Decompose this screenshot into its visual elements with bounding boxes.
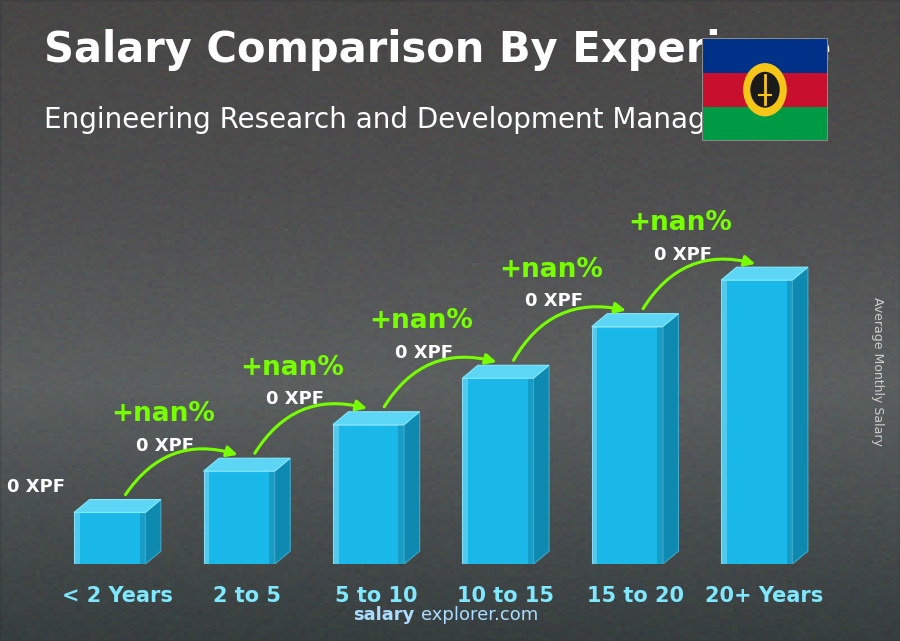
- Circle shape: [743, 63, 787, 117]
- Polygon shape: [463, 365, 549, 378]
- Bar: [527, 378, 534, 564]
- Text: Engineering Research and Development Manager: Engineering Research and Development Man…: [44, 106, 733, 134]
- Text: +nan%: +nan%: [628, 210, 733, 236]
- Polygon shape: [792, 267, 808, 564]
- Polygon shape: [534, 365, 549, 564]
- Polygon shape: [274, 458, 290, 564]
- Text: +nan%: +nan%: [500, 256, 603, 283]
- Bar: [74, 512, 80, 564]
- Text: +nan%: +nan%: [370, 308, 473, 335]
- Text: 0 XPF: 0 XPF: [7, 478, 65, 496]
- Bar: [592, 326, 663, 564]
- Polygon shape: [592, 313, 679, 326]
- Circle shape: [751, 72, 779, 108]
- Text: 0 XPF: 0 XPF: [654, 246, 712, 263]
- Bar: [399, 424, 404, 564]
- Bar: [463, 378, 534, 564]
- Bar: [592, 326, 598, 564]
- Text: 5 to 10: 5 to 10: [335, 586, 418, 606]
- Text: 10 to 15: 10 to 15: [457, 586, 554, 606]
- Text: Salary Comparison By Experience: Salary Comparison By Experience: [44, 29, 831, 71]
- Text: +nan%: +nan%: [240, 354, 344, 381]
- Bar: [74, 512, 145, 564]
- Bar: [721, 280, 727, 564]
- Text: explorer.com: explorer.com: [421, 606, 538, 624]
- Text: salary: salary: [353, 606, 414, 624]
- Text: < 2 Years: < 2 Years: [62, 586, 173, 606]
- Bar: [333, 424, 404, 564]
- Bar: [657, 326, 663, 564]
- Bar: [333, 424, 338, 564]
- Text: 2 to 5: 2 to 5: [213, 586, 281, 606]
- Bar: [203, 471, 274, 564]
- Polygon shape: [404, 412, 419, 564]
- Bar: [721, 280, 792, 564]
- Text: +nan%: +nan%: [111, 401, 215, 428]
- Text: 0 XPF: 0 XPF: [137, 437, 194, 454]
- Polygon shape: [663, 313, 679, 564]
- Text: 15 to 20: 15 to 20: [587, 586, 684, 606]
- Bar: [702, 38, 828, 73]
- Text: Average Monthly Salary: Average Monthly Salary: [871, 297, 884, 446]
- Bar: [463, 378, 468, 564]
- Bar: [269, 471, 274, 564]
- Polygon shape: [74, 499, 161, 512]
- Bar: [203, 471, 209, 564]
- Text: 0 XPF: 0 XPF: [525, 292, 582, 310]
- Bar: [702, 106, 828, 141]
- Bar: [787, 280, 792, 564]
- Polygon shape: [333, 412, 419, 424]
- Polygon shape: [721, 267, 808, 280]
- Bar: [702, 73, 828, 106]
- Text: 0 XPF: 0 XPF: [395, 344, 454, 362]
- Polygon shape: [145, 499, 161, 564]
- Text: 20+ Years: 20+ Years: [706, 586, 824, 606]
- Bar: [140, 512, 145, 564]
- Polygon shape: [203, 458, 290, 471]
- Text: 0 XPF: 0 XPF: [266, 390, 324, 408]
